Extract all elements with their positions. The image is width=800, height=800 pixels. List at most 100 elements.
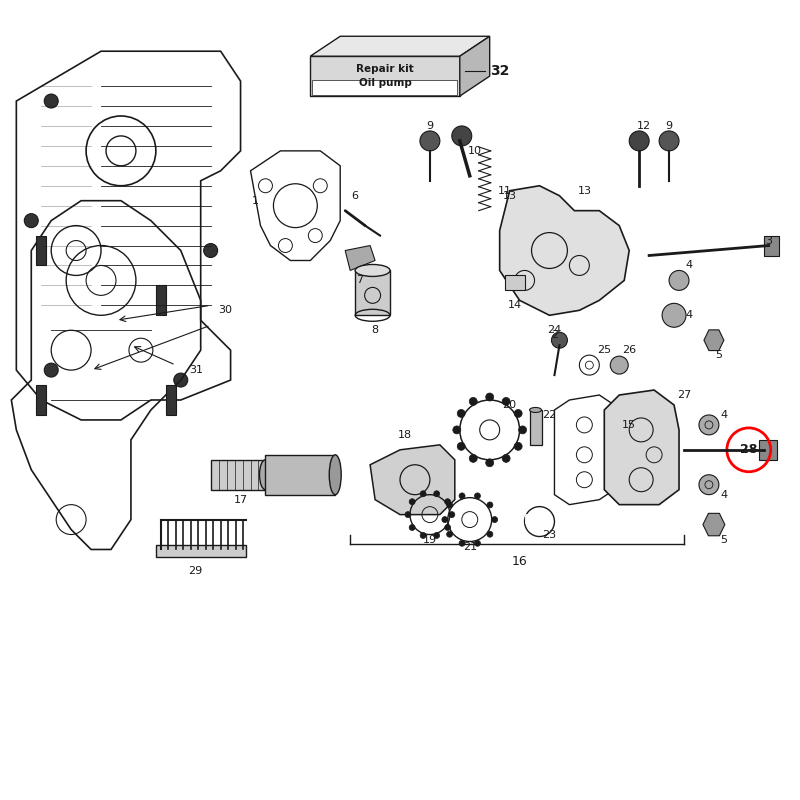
Bar bbox=[530, 410, 542, 445]
Text: 4: 4 bbox=[720, 410, 727, 420]
Circle shape bbox=[458, 410, 465, 418]
Text: 21: 21 bbox=[462, 542, 477, 553]
Ellipse shape bbox=[330, 455, 342, 494]
Circle shape bbox=[409, 525, 415, 530]
Circle shape bbox=[492, 517, 498, 522]
Circle shape bbox=[699, 415, 719, 435]
Circle shape bbox=[458, 442, 465, 450]
Text: 3: 3 bbox=[766, 235, 772, 246]
Circle shape bbox=[449, 512, 455, 518]
Circle shape bbox=[502, 398, 510, 406]
Polygon shape bbox=[604, 390, 679, 505]
Polygon shape bbox=[703, 514, 725, 536]
Text: 4: 4 bbox=[720, 490, 727, 500]
Polygon shape bbox=[345, 246, 375, 270]
Circle shape bbox=[659, 131, 679, 151]
Text: Repair kit: Repair kit bbox=[356, 64, 414, 74]
Circle shape bbox=[174, 373, 188, 387]
Circle shape bbox=[514, 442, 522, 450]
Circle shape bbox=[551, 332, 567, 348]
Text: 12: 12 bbox=[637, 121, 651, 131]
Circle shape bbox=[487, 502, 493, 508]
Bar bbox=[166, 385, 176, 415]
Text: 28: 28 bbox=[740, 443, 758, 456]
Circle shape bbox=[409, 498, 415, 505]
Text: 7: 7 bbox=[357, 275, 364, 286]
Ellipse shape bbox=[355, 265, 390, 277]
Ellipse shape bbox=[259, 460, 271, 490]
Text: 14: 14 bbox=[507, 300, 522, 310]
Circle shape bbox=[610, 356, 628, 374]
Circle shape bbox=[405, 512, 411, 518]
Text: 4: 4 bbox=[686, 261, 693, 270]
Circle shape bbox=[470, 398, 478, 406]
Circle shape bbox=[442, 517, 448, 522]
Circle shape bbox=[434, 533, 440, 538]
Circle shape bbox=[434, 490, 440, 497]
Text: 9: 9 bbox=[426, 121, 434, 131]
Circle shape bbox=[204, 243, 218, 258]
Text: 2: 2 bbox=[551, 330, 558, 340]
Bar bbox=[312, 80, 457, 95]
Bar bbox=[156, 286, 166, 315]
Circle shape bbox=[445, 498, 450, 505]
Bar bbox=[355, 270, 390, 315]
Polygon shape bbox=[370, 445, 455, 514]
Text: 32: 32 bbox=[490, 64, 510, 78]
Circle shape bbox=[474, 493, 481, 499]
Bar bbox=[36, 235, 46, 266]
Circle shape bbox=[24, 214, 38, 228]
Circle shape bbox=[446, 502, 453, 508]
Text: 26: 26 bbox=[622, 345, 636, 355]
Text: 13: 13 bbox=[578, 186, 591, 196]
Text: 19: 19 bbox=[423, 534, 437, 545]
Text: 15: 15 bbox=[622, 420, 636, 430]
Circle shape bbox=[487, 531, 493, 538]
Circle shape bbox=[459, 540, 465, 546]
Bar bbox=[156, 546, 246, 558]
Text: Oil pump: Oil pump bbox=[358, 78, 411, 88]
Ellipse shape bbox=[530, 407, 542, 413]
Text: 24: 24 bbox=[547, 326, 562, 335]
Text: 20: 20 bbox=[502, 400, 517, 410]
Circle shape bbox=[699, 474, 719, 494]
Circle shape bbox=[474, 540, 481, 546]
Circle shape bbox=[470, 454, 478, 462]
Text: 11: 11 bbox=[498, 186, 512, 196]
Polygon shape bbox=[460, 36, 490, 96]
Circle shape bbox=[420, 533, 426, 538]
Circle shape bbox=[420, 490, 426, 497]
Text: 22: 22 bbox=[542, 410, 557, 420]
Circle shape bbox=[502, 454, 510, 462]
Bar bbox=[505, 275, 525, 290]
Bar bbox=[210, 460, 266, 490]
Circle shape bbox=[459, 493, 465, 499]
Polygon shape bbox=[310, 36, 490, 56]
Text: 16: 16 bbox=[512, 555, 527, 568]
Text: 4: 4 bbox=[686, 310, 693, 320]
Circle shape bbox=[445, 525, 450, 530]
Circle shape bbox=[446, 531, 453, 538]
Text: 29: 29 bbox=[189, 566, 203, 577]
Circle shape bbox=[518, 426, 526, 434]
Text: 13: 13 bbox=[502, 190, 517, 201]
Circle shape bbox=[486, 393, 494, 401]
Text: 8: 8 bbox=[371, 326, 378, 335]
Bar bbox=[36, 385, 46, 415]
Polygon shape bbox=[310, 56, 460, 96]
Bar bbox=[758, 440, 777, 460]
Circle shape bbox=[44, 363, 58, 377]
Polygon shape bbox=[500, 186, 630, 315]
Polygon shape bbox=[704, 330, 724, 350]
Text: 1: 1 bbox=[252, 196, 259, 206]
Text: 23: 23 bbox=[542, 530, 557, 539]
Text: 30: 30 bbox=[218, 306, 233, 315]
Circle shape bbox=[630, 131, 649, 151]
Circle shape bbox=[420, 131, 440, 151]
Circle shape bbox=[662, 303, 686, 327]
Bar bbox=[266, 455, 335, 494]
Text: 31: 31 bbox=[189, 365, 202, 375]
Text: 25: 25 bbox=[598, 345, 611, 355]
Text: 6: 6 bbox=[352, 190, 358, 201]
Circle shape bbox=[44, 94, 58, 108]
